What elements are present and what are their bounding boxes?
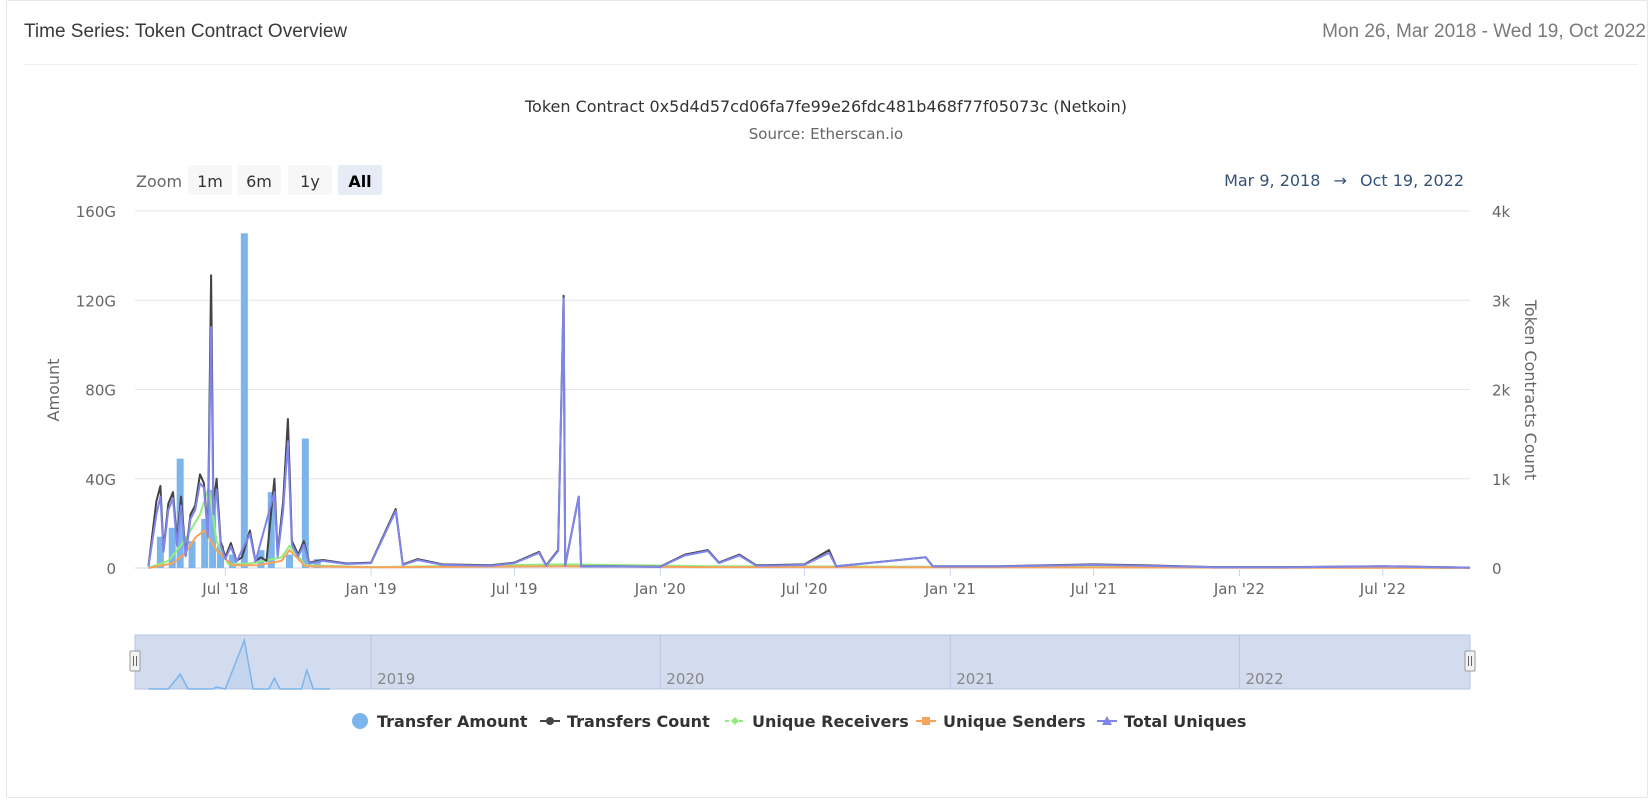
transfers-count-series [147, 274, 1471, 569]
chart-subtitle: Source: Etherscan.io [749, 125, 903, 143]
chart-title: Token Contract 0x5d4d57cd06fa7fe99e26fdc… [524, 97, 1127, 116]
legend-item-unique-senders[interactable]: Unique Senders [916, 712, 1086, 731]
card-date-range: Mon 26, Mar 2018 - Wed 19, Oct 2022 [1322, 21, 1646, 42]
y-axis-right-title: Token Contracts Count [1521, 299, 1540, 480]
transfer-amount-bar [209, 489, 217, 568]
x-tick-label: Jan '20 [634, 580, 686, 598]
navigator-tick-label: 2021 [956, 670, 994, 688]
x-tick-label: Jul '21 [1070, 580, 1117, 598]
transfer-amount-bar [228, 554, 236, 568]
legend-label: Transfer Amount [377, 712, 528, 731]
transfers-count-line [147, 274, 1471, 569]
navigator-area [148, 640, 330, 689]
legend-item-total-uniques[interactable]: Total Uniques [1097, 712, 1246, 731]
transfer-amount-bar [156, 536, 164, 568]
x-tick-label: Jul '18 [201, 580, 248, 598]
handle-body [129, 650, 141, 672]
transfer-amount-bar [267, 492, 275, 568]
x-tick-label: Jul '20 [780, 580, 827, 598]
y-right-tick-label: 3k [1492, 292, 1511, 310]
y-left-tick-label: 160G [76, 203, 116, 221]
unique-senders-line [148, 529, 1471, 569]
transfer-amount-bar [285, 554, 293, 568]
zoom-button-bg [237, 165, 281, 195]
zoom-button-1y[interactable]: 1y [288, 165, 332, 195]
zoom-label: Zoom [136, 172, 182, 191]
zoom-button-1m[interactable]: 1m [188, 165, 232, 195]
zoom-button-6m[interactable]: 6m [237, 165, 281, 195]
legend-marker [731, 717, 739, 725]
navigator-line [148, 637, 330, 690]
transfer-amount-bar [188, 541, 196, 568]
zoom-button-label: 1y [300, 172, 320, 191]
y-axis-right: 0 1k 2k 3k 4k [1492, 203, 1511, 578]
navigator-tick-label: 2019 [377, 670, 415, 688]
y-axis-left-title: Amount [44, 359, 63, 422]
legend: Transfer Amount Transfers Count Unique Rec… [352, 712, 1246, 731]
unique-receivers-line [148, 486, 1471, 569]
y-left-tick-label: 0 [106, 560, 116, 578]
y-right-tick-label: 0 [1492, 560, 1502, 578]
navigator-handle-left[interactable] [129, 650, 141, 672]
zoom-button-bg [338, 165, 382, 195]
legend-marker [1102, 716, 1112, 725]
navigator-handle-right[interactable] [1464, 650, 1476, 672]
transfer-amount-bar [201, 518, 209, 568]
x-tick-label: Jan '22 [1213, 580, 1265, 598]
transfer-amount-bar [301, 438, 309, 568]
legend-symbol-circle [352, 713, 368, 729]
transfer-amount-bar [313, 559, 321, 568]
legend-label: Transfers Count [567, 712, 710, 731]
svg-text:Mar 9, 2018 → Oct: Mar 9, 2018 → Oct 19, 2022 [1224, 171, 1464, 190]
handle-body [1464, 650, 1476, 672]
unique-receivers-series [148, 486, 1471, 569]
navigator[interactable]: 2019 2020 2021 2022 [129, 634, 1476, 690]
legend-item-transfers-count[interactable]: Transfers Count [540, 712, 710, 731]
total-uniques-line [147, 297, 1471, 569]
x-tick-label: Jul '22 [1359, 580, 1406, 598]
navigator-tick-label: 2022 [1245, 670, 1283, 688]
legend-marker [922, 717, 930, 725]
transfer-amount-bar [257, 550, 265, 568]
legend-item-transfer-amount[interactable]: Transfer Amount [352, 712, 528, 731]
legend-marker [546, 717, 554, 725]
range-to[interactable]: Oct 19, 2022 [1360, 171, 1464, 190]
grid-lines [135, 210, 1470, 569]
navigator-tick-label: 2020 [666, 670, 704, 688]
range-display: Mar 9, 2018 → Oct 19, 2022 [1224, 171, 1464, 190]
legend-label: Total Uniques [1124, 712, 1246, 731]
zoom-button-All[interactable]: All [338, 165, 382, 195]
total-uniques-series [147, 297, 1471, 569]
zoom-button-label: 1m [197, 172, 223, 191]
series-lines [147, 274, 1471, 569]
transfer-amount-bar [240, 233, 248, 568]
legend-item-unique-receivers[interactable]: Unique Receivers [725, 712, 909, 731]
range-from[interactable]: Mar 9, 2018 [1224, 171, 1320, 190]
y-right-tick-label: 2k [1492, 382, 1511, 400]
zoom-button-label: All [348, 172, 371, 191]
y-left-tick-label: 40G [85, 471, 116, 489]
zoom-button-label: 6m [246, 172, 272, 191]
legend-label: Unique Receivers [752, 712, 909, 731]
y-left-tick-label: 80G [85, 382, 116, 400]
zoom-button-bg [288, 165, 332, 195]
transfer-amount-bar [168, 527, 176, 568]
x-tick-label: Jan '19 [345, 580, 397, 598]
transfer-amount-bar [217, 545, 225, 568]
range-arrow-icon: → [1334, 171, 1347, 190]
y-right-tick-label: 1k [1492, 471, 1511, 489]
y-axis-left: 0 40G 80G 120G 160G [76, 203, 116, 578]
legend-label: Unique Senders [943, 712, 1086, 731]
zoom-button-bg [188, 165, 232, 195]
x-axis: Jul '18 Jan '19 Jul '19 Jan '20 Jul '20 Jan '… [201, 568, 1406, 598]
card-title: Time Series: Token Contract Overview [24, 21, 348, 42]
zoom-controls: Zoom 1m 6m 1y All [136, 165, 382, 195]
x-tick-label: Jan '21 [924, 580, 976, 598]
x-tick-label: Jul '19 [490, 580, 537, 598]
header-divider [24, 64, 1638, 65]
y-right-tick-label: 4k [1492, 203, 1511, 221]
unique-senders-series [148, 529, 1471, 569]
y-left-tick-label: 120G [76, 292, 116, 310]
